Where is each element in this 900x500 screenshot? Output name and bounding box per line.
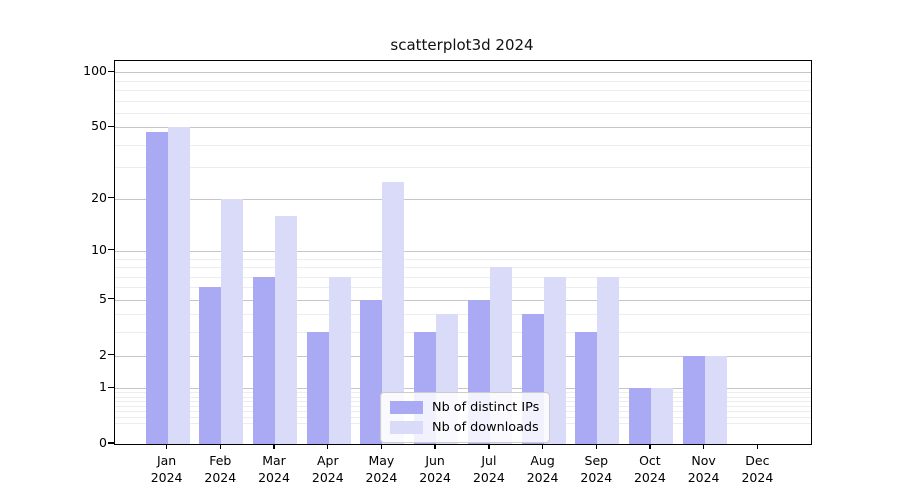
x-tick-mark (702, 444, 705, 449)
bar-downloads (328, 276, 351, 444)
x-axis-tick-label: Apr 2024 (311, 453, 344, 485)
minor-gridline (115, 167, 811, 169)
bar-distinct-ips (253, 276, 275, 444)
x-tick-mark (595, 444, 597, 449)
major-gridline (115, 388, 811, 390)
bar-distinct-ips (145, 132, 168, 444)
chart-title: scatterplot3d 2024 (390, 36, 534, 54)
bar-distinct-ips (682, 355, 705, 444)
y-tick-mark (108, 442, 114, 444)
minor-gridline (115, 276, 811, 278)
x-tick-mark (273, 444, 275, 449)
bar-distinct-ips (628, 388, 651, 444)
bar-distinct-ips (575, 332, 598, 444)
x-tick-mark (434, 444, 436, 449)
x-axis-tick-label: Sep 2024 (580, 453, 613, 485)
major-gridline (115, 127, 811, 129)
x-axis-tick-label: Dec 2024 (741, 453, 774, 485)
y-tick-mark (108, 125, 114, 127)
bar-downloads (382, 181, 405, 444)
y-tick-mark (108, 70, 114, 72)
minor-gridline (115, 332, 811, 334)
x-axis-tick-label: Jul 2024 (472, 453, 505, 485)
x-axis-tick-label: May 2024 (365, 453, 398, 485)
y-axis-tick-label: 10 (91, 241, 107, 257)
bar-distinct-ips (199, 287, 222, 444)
x-tick-mark (219, 444, 221, 449)
major-gridline (115, 198, 811, 200)
x-axis-tick-label: Nov 2024 (687, 453, 720, 485)
minor-gridline (115, 80, 811, 82)
legend-item: Nb of distinct IPs (390, 400, 539, 415)
x-tick-mark (756, 444, 758, 449)
minor-gridline (115, 89, 811, 91)
y-axis-tick-label: 2 (99, 346, 107, 362)
x-axis-tick-label: Mar 2024 (258, 453, 290, 485)
x-axis-tick-label: Aug 2024 (526, 453, 559, 485)
y-axis-tick-label: 100 (83, 63, 107, 79)
y-axis-tick-label: 1 (99, 379, 107, 395)
bar-downloads (704, 355, 727, 444)
y-tick-mark (108, 197, 114, 199)
bar-downloads (167, 127, 190, 444)
minor-gridline (115, 100, 811, 102)
x-axis-tick-label: Feb 2024 (204, 453, 237, 485)
bar-distinct-ips (360, 299, 383, 444)
plot-area: Nb of distinct IPs Nb of downloads (114, 60, 812, 445)
x-tick-mark (327, 444, 329, 449)
y-tick-mark (108, 353, 114, 356)
y-axis-tick-label: 0 (99, 435, 107, 450)
legend-swatch-downloads (390, 421, 423, 434)
x-axis-tick-label: Jan 2024 (150, 453, 183, 485)
legend-swatch-distinct-ips (390, 401, 423, 414)
major-gridline (115, 355, 811, 357)
major-gridline (115, 299, 811, 301)
x-axis-tick-label: Jun 2024 (419, 453, 451, 485)
x-tick-mark (488, 444, 490, 449)
legend-label: Nb of distinct IPs (432, 400, 540, 415)
major-gridline (115, 250, 811, 252)
bar-downloads (221, 198, 244, 444)
x-axis-tick-label: Oct 2024 (633, 453, 666, 485)
bar-downloads (275, 215, 297, 444)
minor-gridline (115, 314, 811, 316)
bar-downloads (650, 388, 673, 444)
minor-gridline (115, 112, 811, 114)
y-axis-tick-label: 20 (91, 189, 107, 205)
legend-label: Nb of downloads (432, 420, 539, 435)
minor-gridline (115, 144, 811, 146)
y-axis-tick-label: 5 (99, 290, 107, 306)
minor-gridline (115, 258, 811, 260)
y-tick-mark (108, 249, 114, 251)
bar-downloads (597, 276, 620, 444)
y-axis-tick-label: 50 (91, 118, 107, 134)
legend: Nb of distinct IPs Nb of downloads (380, 392, 551, 443)
x-tick-mark (649, 444, 651, 449)
legend-item: Nb of downloads (390, 420, 539, 435)
x-tick-mark (165, 444, 168, 449)
y-tick-mark (108, 297, 114, 300)
x-tick-mark (541, 444, 544, 449)
minor-gridline (115, 287, 811, 289)
minor-gridline (115, 267, 811, 268)
y-tick-mark (108, 386, 114, 388)
major-gridline (115, 72, 811, 74)
bar-distinct-ips (306, 332, 329, 444)
x-tick-mark (380, 444, 383, 449)
